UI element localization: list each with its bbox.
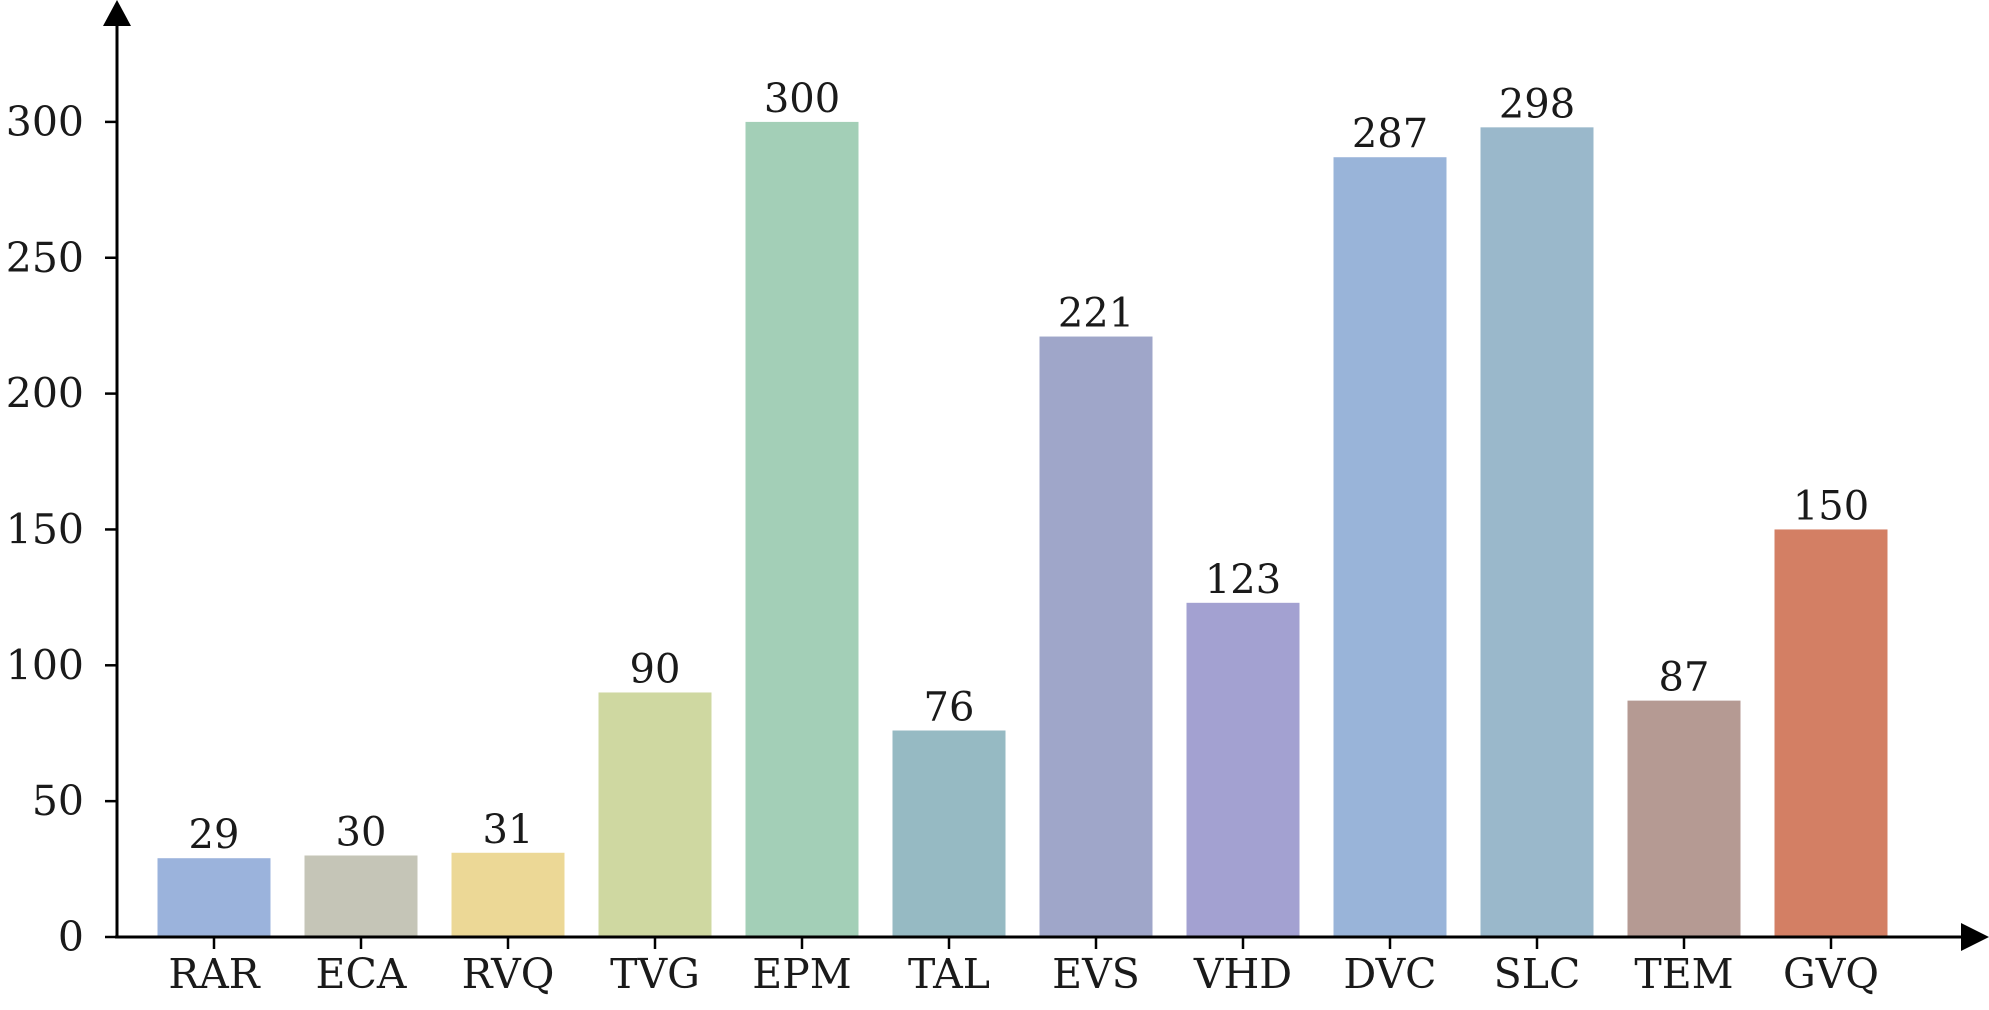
bar-dvc [1333, 157, 1447, 937]
bars-layer [157, 121, 1888, 938]
bar-eca [304, 855, 418, 937]
x-tick-label: RAR [168, 950, 260, 998]
bar-rvq [451, 852, 565, 937]
x-tick-label: EVS [1052, 950, 1140, 998]
data-label: 300 [764, 76, 840, 122]
x-tick-label: EPM [752, 950, 852, 998]
x-tick-label: ECA [316, 950, 408, 998]
y-tick-label: 0 [58, 913, 84, 961]
data-label: 221 [1058, 291, 1134, 337]
data-label: 150 [1793, 483, 1869, 529]
bar-epm [745, 121, 859, 937]
bar-vhd [1186, 602, 1300, 937]
labels-layer: RAR 29 ECA 30 RVQ 31 TVG 90 EPM 300 TAL 76 EVS 221 VHD… [168, 76, 1879, 998]
bar-tvg [598, 692, 712, 937]
y-tick-label: 200 [6, 370, 84, 418]
data-label: 90 [630, 646, 681, 692]
x-tick-label: VHD [1193, 950, 1292, 998]
x-tick-label: TVG [610, 950, 700, 998]
y-tick-label: 250 [6, 234, 84, 282]
bar-gvq [1774, 529, 1888, 937]
bar-tem [1627, 700, 1741, 937]
x-tick-label: GVQ [1783, 950, 1879, 998]
data-label: 31 [483, 807, 534, 853]
bar-slc [1480, 127, 1594, 938]
x-axis-arrow [1961, 923, 1989, 951]
bar-rar [157, 858, 271, 937]
data-label: 87 [1659, 655, 1710, 701]
y-axis-arrow [103, 0, 131, 26]
data-label: 298 [1499, 81, 1575, 127]
x-tick-label: SLC [1494, 950, 1581, 998]
data-label: 76 [924, 685, 975, 731]
ticks-layer: 0 50 100 150 200 250 300 [6, 98, 1833, 961]
x-tick-label: DVC [1343, 950, 1436, 998]
x-tick-label: TEM [1634, 950, 1733, 998]
y-tick-label: 300 [6, 98, 84, 146]
data-label: 30 [336, 809, 387, 855]
data-label: 123 [1205, 557, 1281, 603]
y-tick-label: 150 [6, 505, 84, 553]
bar-evs [1039, 336, 1153, 938]
bar-tal [892, 730, 1006, 937]
data-label: 287 [1352, 111, 1428, 157]
x-tick-label: TAL [908, 950, 990, 998]
data-label: 29 [189, 812, 240, 858]
axes-layer [103, 0, 1989, 951]
y-tick-label: 100 [6, 641, 84, 689]
y-tick-label: 50 [32, 777, 84, 825]
x-tick-label: RVQ [462, 950, 555, 998]
